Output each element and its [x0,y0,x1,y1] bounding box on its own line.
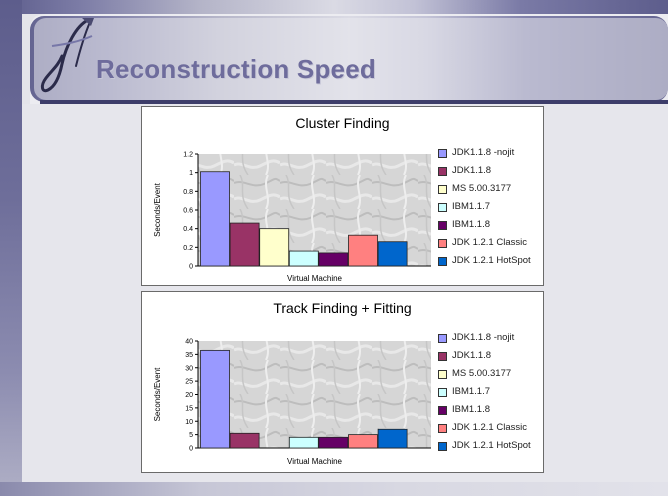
cluster-finding-chart: 0 0.2 0.4 0.6 0.8 1 1.2 Virtual Machine Seconds/… [153,152,431,283]
y-tick-label: 35 [185,352,193,359]
y-axis-label: Seconds/Event [153,367,162,422]
legend-label: JDK1.1.8 -nojit [452,332,515,343]
bar [318,436,349,449]
legend-swatch [438,149,447,158]
y-tick-label: 1 [189,170,193,177]
legend-swatch [438,221,447,230]
y-tick-label: 5 [189,432,193,439]
y-tick-label: 0.2 [183,245,193,252]
legend-label: IBM1.1.8 [452,219,491,230]
legend-label: IBM1.1.7 [452,201,491,212]
x-axis-label: Virtual Machine [287,457,343,466]
track-finding-chart-panel: Track Finding + Fitting 0 5 10 15 20 25 30 35 40… [141,291,544,473]
legend-label: IBM1.1.7 [452,386,491,397]
bar [348,434,378,449]
legend-swatch [438,257,447,266]
legend-label: MS 5.00.3177 [452,368,512,379]
legend-swatch [438,406,447,415]
bar [288,250,319,267]
chart-title: Track Finding + Fitting [273,300,412,316]
legend-swatch [438,370,447,379]
y-axis-label: Seconds/Event [153,182,162,237]
bar [288,436,319,449]
y-tick-label: 1.2 [183,152,193,159]
legend-swatch [438,203,447,212]
y-tick-label: 0.6 [183,208,193,215]
legend-swatch [438,442,447,451]
bar [229,432,260,449]
legend-label: JDK1.1.8 [452,350,492,361]
legend-label: JDK1.1.8 -nojit [452,147,515,158]
legend-label: JDK 1.2.1 Classic [452,422,527,433]
bar [377,428,408,449]
bar [200,349,230,449]
y-tick-label: 25 [185,379,193,386]
cluster-finding-chart-panel: Cluster Finding 0 0.2 0.4 0.6 0.8 1 1.2 Virtual… [141,106,544,286]
legend-swatch [438,424,447,433]
legend-label: JDK 1.2.1 HotSpot [452,255,531,266]
legend-label: MS 5.00.3177 [452,183,512,194]
x-axis-label: Virtual Machine [287,274,343,283]
y-tick-label: 0.8 [183,189,193,196]
legend-label: JDK1.1.8 [452,165,492,176]
legend-label: IBM1.1.8 [452,404,491,415]
legend-swatch [438,334,447,343]
legend-label: JDK 1.2.1 HotSpot [452,440,531,451]
legend-swatch [438,388,447,397]
bar [318,252,349,267]
bar [229,222,260,267]
legend-label: JDK 1.2.1 Classic [452,237,527,248]
legend-swatch [438,239,447,248]
bar [200,171,230,267]
legend-swatch [438,352,447,361]
legend-swatch [438,167,447,176]
y-tick-label: 0 [189,264,193,271]
y-tick-label: 10 [185,419,193,426]
bar [377,241,408,267]
y-tick-label: 30 [185,365,193,372]
bar [259,228,290,267]
slide-title: Reconstruction Speed [96,54,376,84]
legend-swatch [438,185,447,194]
y-tick-label: 0 [189,446,193,453]
y-tick-label: 15 [185,405,193,412]
y-tick-label: 0.4 [183,226,193,233]
chart-title: Cluster Finding [295,115,390,131]
track-finding-chart: 0 5 10 15 20 25 30 35 40 Virtual Machine Seconds/E… [153,339,431,466]
y-tick-label: 40 [185,339,193,346]
swoosh-logo-icon [40,18,94,93]
y-tick-label: 20 [185,392,193,399]
bar [348,234,378,267]
